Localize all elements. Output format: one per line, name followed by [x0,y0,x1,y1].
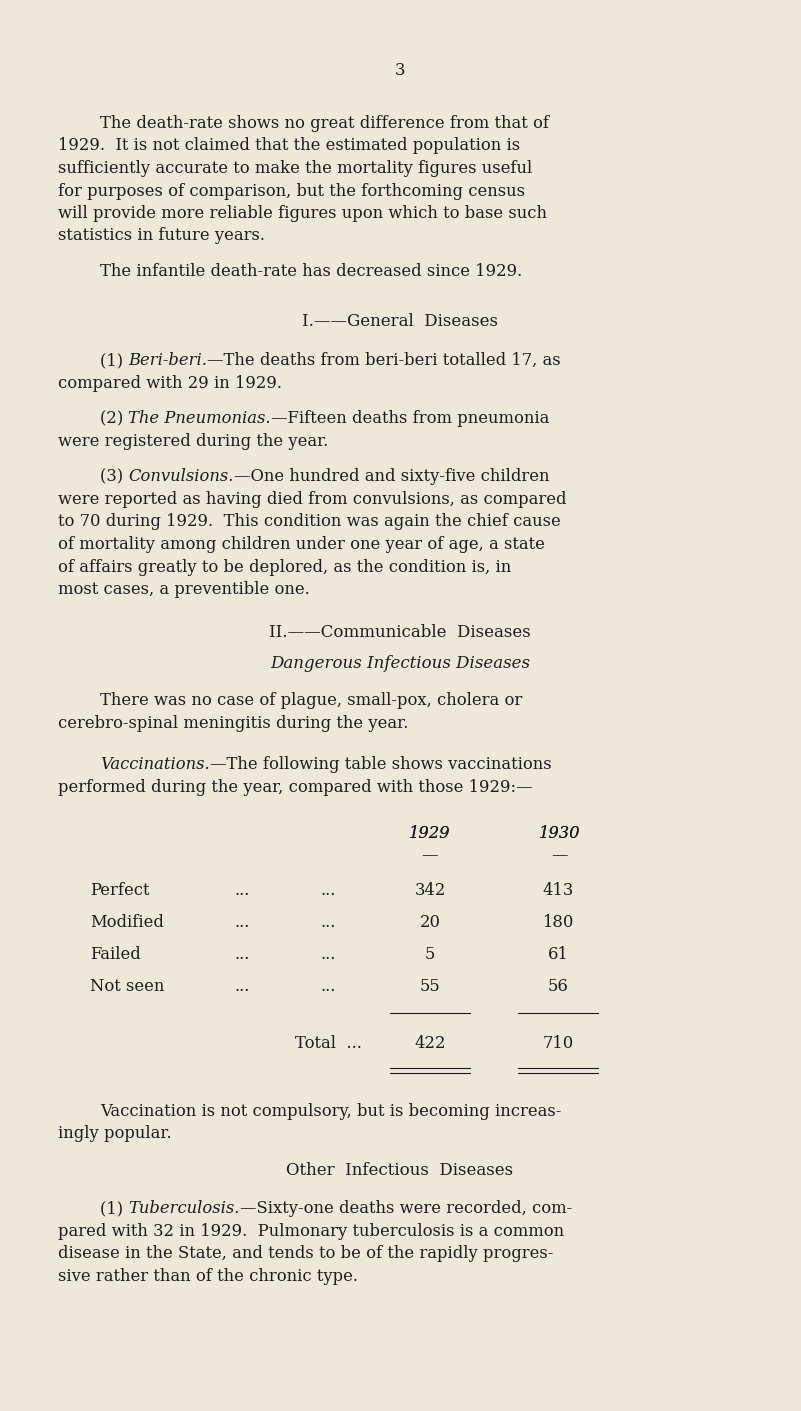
Text: The infantile death-rate has decreased since 1929.: The infantile death-rate has decreased s… [100,262,522,279]
Text: ...: ... [235,978,251,995]
Text: performed during the year, compared with those 1929:—: performed during the year, compared with… [58,779,533,796]
Text: 55: 55 [420,978,441,995]
Text: (2): (2) [100,411,128,428]
Text: were reported as having died from convulsions, as compared: were reported as having died from convul… [58,491,566,508]
Text: The death-rate shows no great difference from that of: The death-rate shows no great difference… [100,116,549,133]
Text: ...: ... [235,945,251,962]
Text: 710: 710 [542,1036,574,1053]
Text: 413: 413 [542,882,574,899]
Text: Vaccinations.: Vaccinations. [100,756,210,773]
Text: —Sixty-one deaths were recorded, com-: —Sixty-one deaths were recorded, com- [239,1199,572,1218]
Text: Perfect: Perfect [90,882,150,899]
Text: ...: ... [235,882,251,899]
Text: 5: 5 [425,945,435,962]
Text: 1929: 1929 [409,825,451,842]
Text: I.——General  Diseases: I.——General Diseases [302,313,498,330]
Text: Not seen: Not seen [90,978,164,995]
Text: of mortality among children under one year of age, a state: of mortality among children under one ye… [58,536,545,553]
Text: pared with 32 in 1929.  Pulmonary tuberculosis is a common: pared with 32 in 1929. Pulmonary tubercu… [58,1223,564,1240]
Text: —The deaths from beri-beri totalled 17, as: —The deaths from beri-beri totalled 17, … [207,351,561,370]
Text: of affairs greatly to be deplored, as the condition is, in: of affairs greatly to be deplored, as th… [58,559,511,576]
Text: —: — [552,848,568,865]
Text: to 70 during 1929.  This condition was again the chief cause: to 70 during 1929. This condition was ag… [58,514,561,531]
Text: 1929.  It is not claimed that the estimated population is: 1929. It is not claimed that the estimat… [58,137,520,154]
Text: —Fifteen deaths from pneumonia: —Fifteen deaths from pneumonia [271,411,549,428]
Text: Vaccination is not compulsory, but is becoming increas-: Vaccination is not compulsory, but is be… [100,1103,562,1120]
Text: 180: 180 [542,914,574,931]
Text: compared with 29 in 1929.: compared with 29 in 1929. [58,375,282,392]
Text: ...: ... [235,914,251,931]
Text: (1): (1) [100,351,128,370]
Text: Tuberculosis.: Tuberculosis. [128,1199,239,1218]
Text: sufficiently accurate to make the mortality figures useful: sufficiently accurate to make the mortal… [58,159,532,176]
Text: Total  ...: Total ... [295,1036,362,1053]
Text: The Pneumonias.: The Pneumonias. [128,411,271,428]
Text: —The following table shows vaccinations: —The following table shows vaccinations [210,756,551,773]
Text: ingly popular.: ingly popular. [58,1126,171,1143]
Text: statistics in future years.: statistics in future years. [58,227,265,244]
Text: will provide more reliable figures upon which to base such: will provide more reliable figures upon … [58,205,547,222]
Text: Other  Infectious  Diseases: Other Infectious Diseases [287,1163,513,1180]
Text: —One hundred and sixty-five children: —One hundred and sixty-five children [234,468,549,485]
Text: Convulsions.: Convulsions. [128,468,234,485]
Text: 342: 342 [414,882,445,899]
Text: 56: 56 [548,978,569,995]
Text: There was no case of plague, small-pox, cholera or: There was no case of plague, small-pox, … [100,691,522,708]
Text: disease in the State, and tends to be of the rapidly progres-: disease in the State, and tends to be of… [58,1246,553,1263]
Text: II.——Communicable  Diseases: II.——Communicable Diseases [269,624,531,641]
Text: Beri-beri.: Beri-beri. [128,351,207,370]
Text: ...: ... [320,914,336,931]
Text: Dangerous Infectious Diseases: Dangerous Infectious Diseases [270,655,530,672]
Text: —: — [422,848,438,865]
Text: Failed: Failed [90,945,141,962]
Text: were registered during the year.: were registered during the year. [58,433,328,450]
Text: 1930: 1930 [539,825,581,842]
Text: 61: 61 [548,945,569,962]
Text: 422: 422 [414,1036,445,1053]
Text: (3): (3) [100,468,128,485]
Text: (1): (1) [100,1199,128,1218]
Text: most cases, a preventible one.: most cases, a preventible one. [58,581,310,598]
Text: Modified: Modified [90,914,164,931]
Text: sive rather than of the chronic type.: sive rather than of the chronic type. [58,1268,358,1285]
Text: ...: ... [320,945,336,962]
Text: 1929: 1929 [409,825,451,842]
Text: ...: ... [320,882,336,899]
Text: ...: ... [320,978,336,995]
Text: for purposes of comparison, but the forthcoming census: for purposes of comparison, but the fort… [58,182,525,199]
Text: 3: 3 [395,62,405,79]
Text: 1930: 1930 [539,825,581,842]
Text: 20: 20 [420,914,441,931]
Text: cerebro-spinal meningitis during the year.: cerebro-spinal meningitis during the yea… [58,714,409,731]
